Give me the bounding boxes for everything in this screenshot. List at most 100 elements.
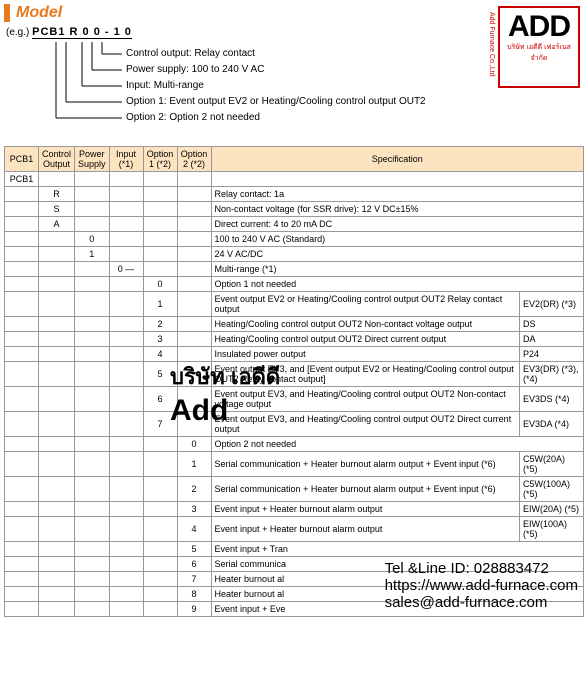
example-tree: Control output: Relay contact Power supp… <box>34 42 124 138</box>
cell <box>109 317 143 332</box>
spec-cell <box>211 172 583 187</box>
cell <box>5 502 39 517</box>
cell <box>109 247 143 262</box>
contact-tel: Tel &Line ID: 028883472 <box>385 560 578 577</box>
spec-code-cell: P24 <box>520 347 584 362</box>
cell <box>5 217 39 232</box>
th-option1: Option 1 (*2) <box>143 147 177 172</box>
spec-cell: Multi-range (*1) <box>211 262 583 277</box>
cell <box>75 347 110 362</box>
cell <box>5 347 39 362</box>
cell <box>109 572 143 587</box>
cell <box>75 277 110 292</box>
cell <box>39 387 75 412</box>
cell <box>75 557 110 572</box>
cell <box>109 277 143 292</box>
header-bar <box>4 4 10 22</box>
spec-code-cell: DA <box>520 332 584 347</box>
cell <box>109 332 143 347</box>
cell <box>177 362 211 387</box>
cell <box>5 587 39 602</box>
spec-cell: Event output EV2 or Heating/Cooling cont… <box>211 292 519 317</box>
cell: 7 <box>143 412 177 437</box>
contact-email: sales@add-furnace.com <box>385 594 578 611</box>
cell <box>109 587 143 602</box>
table-row: 3Event input + Heater burnout alarm outp… <box>5 502 584 517</box>
cell <box>177 332 211 347</box>
table-row: 5Event output EV3, and [Event output EV2… <box>5 362 584 387</box>
cell <box>143 602 177 617</box>
cell <box>39 317 75 332</box>
cell <box>75 317 110 332</box>
spec-cell: Insulated power output <box>211 347 519 362</box>
cell <box>5 517 39 542</box>
cell: 0 <box>143 277 177 292</box>
cell <box>143 452 177 477</box>
example-line-3: Input: Multi-range <box>126 80 204 91</box>
cell <box>143 502 177 517</box>
cell <box>75 262 110 277</box>
cell <box>143 437 177 452</box>
cell <box>39 292 75 317</box>
table-row: 6Event output EV3, and Heating/Cooling c… <box>5 387 584 412</box>
cell <box>5 332 39 347</box>
cell <box>177 232 211 247</box>
table-row: RRelay contact: 1a <box>5 187 584 202</box>
cell <box>177 202 211 217</box>
cell <box>5 262 39 277</box>
cell <box>39 172 75 187</box>
cell <box>5 362 39 387</box>
table-row: 4Event input + Heater burnout alarm outp… <box>5 517 584 542</box>
spec-code-cell: EV3DA (*4) <box>520 412 584 437</box>
spec-cell: Event input + Heater burnout alarm outpu… <box>211 517 519 542</box>
contact-block: Tel &Line ID: 028883472 https://www.add-… <box>385 560 578 611</box>
cell <box>177 412 211 437</box>
cell <box>5 292 39 317</box>
cell <box>75 572 110 587</box>
cell <box>5 387 39 412</box>
spec-cell: 24 V AC/DC <box>211 247 583 262</box>
cell <box>109 387 143 412</box>
cell <box>5 437 39 452</box>
cell <box>109 232 143 247</box>
cell <box>109 347 143 362</box>
cell <box>75 437 110 452</box>
cell <box>5 202 39 217</box>
cell: 1 <box>177 452 211 477</box>
cell <box>109 412 143 437</box>
example-line-4: Option 1: Event output EV2 or Heating/Co… <box>126 96 426 107</box>
spec-table: PCB1 Control Output Power Supply Input (… <box>4 146 584 617</box>
cell: 0 <box>75 232 110 247</box>
cell: S <box>39 202 75 217</box>
cell <box>5 542 39 557</box>
cell <box>143 557 177 572</box>
cell: 4 <box>177 517 211 542</box>
cell: 4 <box>143 347 177 362</box>
cell <box>39 572 75 587</box>
cell: 0 — <box>109 262 143 277</box>
header-title: Model <box>16 4 62 22</box>
spec-code-cell: DS <box>520 317 584 332</box>
spec-cell: Non-contact voltage (for SSR drive): 12 … <box>211 202 583 217</box>
th-specification: Specification <box>211 147 583 172</box>
cell <box>109 437 143 452</box>
cell <box>143 477 177 502</box>
cell <box>75 332 110 347</box>
spec-code-cell: EV3(DR) (*3), (*4) <box>520 362 584 387</box>
spec-code-cell: EIW(100A) (*5) <box>520 517 584 542</box>
table-row: 5Event input + Tran <box>5 542 584 557</box>
spec-cell: Event input + Tran <box>211 542 583 557</box>
cell <box>177 292 211 317</box>
cell <box>109 187 143 202</box>
cell <box>177 187 211 202</box>
example-code: PCB1 R 0 0 - 1 0 <box>32 26 132 39</box>
spec-cell: Option 2 not needed <box>211 437 583 452</box>
cell <box>5 412 39 437</box>
spec-code-cell: C5W(20A) (*5) <box>520 452 584 477</box>
cell <box>109 477 143 502</box>
cell <box>39 587 75 602</box>
cell <box>75 587 110 602</box>
cell: 0 <box>177 437 211 452</box>
example-block: (e.g.) PCB1 R 0 0 - 1 0 Control output: … <box>6 26 588 136</box>
cell <box>143 587 177 602</box>
